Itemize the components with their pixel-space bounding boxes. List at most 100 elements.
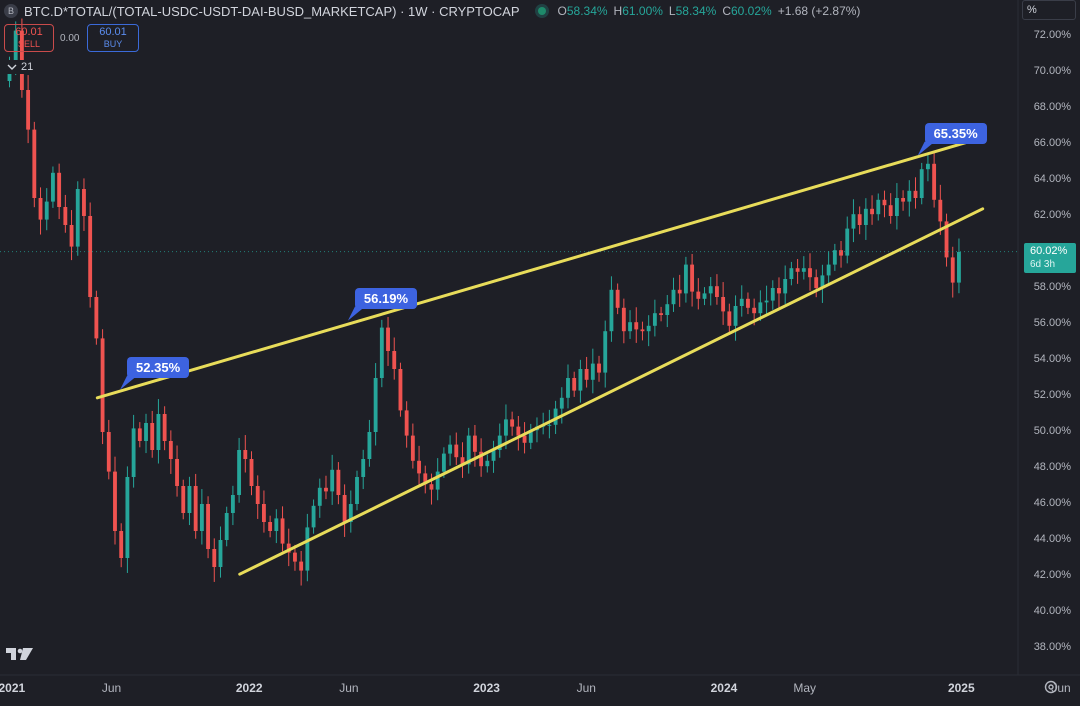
candle-body <box>777 288 781 294</box>
candle-body <box>286 543 291 553</box>
scale-mode-button[interactable]: % <box>1022 0 1076 20</box>
y-tick-label: 54.00% <box>1033 353 1071 365</box>
candle-body <box>373 378 378 432</box>
candle-body <box>957 252 961 283</box>
indicator-toggle[interactable]: 21 <box>4 60 37 74</box>
candle-body <box>94 297 99 339</box>
candle-body <box>590 363 595 380</box>
candle-body <box>336 469 341 495</box>
candle-body <box>504 419 508 436</box>
candle-body <box>13 30 18 64</box>
candle-body <box>888 205 893 216</box>
buy-button[interactable]: 60.01 BUY <box>87 24 139 52</box>
candle-body <box>528 430 533 443</box>
candle-body <box>113 471 117 531</box>
symbol-badge-icon[interactable]: B <box>4 4 18 18</box>
candle-body <box>317 487 322 506</box>
candle-body <box>783 279 788 294</box>
candle-body <box>131 428 136 477</box>
candle-body <box>789 268 794 279</box>
ohlc-open: O58.34% <box>557 4 608 18</box>
candle-body <box>696 291 701 299</box>
candle-body <box>199 504 204 531</box>
market-status-icon[interactable] <box>537 7 546 15</box>
sell-button[interactable]: 60.01 SELL <box>4 24 54 52</box>
y-tick-label: 72.00% <box>1033 29 1071 41</box>
spread-value: 0.00 <box>60 33 80 44</box>
candle-body <box>677 289 682 294</box>
candle-body <box>851 214 856 229</box>
x-tick-label: 2021 <box>0 681 26 695</box>
tradingview-logo-icon[interactable] <box>6 646 34 662</box>
candle-body <box>739 298 744 306</box>
candle-body <box>857 214 862 225</box>
candle-body <box>615 289 620 308</box>
price-callout[interactable]: 52.35% <box>127 356 190 378</box>
candle-body <box>261 504 266 522</box>
candle-body <box>907 190 912 202</box>
candle-body <box>26 90 31 130</box>
ohlc-low: L58.34% <box>668 4 717 18</box>
x-tick-label: 2025 <box>947 681 975 695</box>
candle-body <box>882 199 887 206</box>
candle-body <box>578 369 583 391</box>
candle-body <box>342 495 347 522</box>
buy-price: 60.01 <box>99 26 127 38</box>
candle-body <box>268 522 273 531</box>
candle-body <box>584 369 589 380</box>
buy-label: BUY <box>103 39 123 49</box>
candle-body <box>764 300 769 303</box>
candle-body <box>522 435 527 443</box>
y-tick-label: 46.00% <box>1033 497 1071 509</box>
chevron-down-icon[interactable] <box>7 63 17 71</box>
y-tick-label: 68.00% <box>1033 101 1071 113</box>
candle-body <box>417 460 421 474</box>
y-tick-label: 70.00% <box>1033 65 1071 77</box>
y-tick-label: 52.00% <box>1033 389 1071 401</box>
candle-body <box>466 435 471 465</box>
price-callout[interactable]: 65.35% <box>924 122 987 144</box>
candle-body <box>69 225 74 247</box>
candle-body <box>206 504 210 549</box>
candle-body <box>137 428 142 441</box>
candle-body <box>808 268 812 278</box>
candle-body <box>106 432 111 472</box>
candle-body <box>255 486 260 504</box>
candle-body <box>311 505 316 528</box>
candle-body <box>367 432 372 459</box>
candle-body <box>243 450 248 459</box>
candle-body <box>820 275 825 288</box>
candle-body <box>175 459 179 486</box>
y-tick-label: 42.00% <box>1033 569 1071 581</box>
y-tick-label: 62.00% <box>1033 209 1071 221</box>
x-tick-label: Jun <box>101 681 122 695</box>
candle-body <box>63 207 68 225</box>
candle-body <box>485 460 490 467</box>
candle-body <box>770 288 775 301</box>
candle-body <box>863 208 868 225</box>
candle-body <box>224 513 229 540</box>
candle-body <box>702 293 707 299</box>
candle-body <box>510 419 515 427</box>
price-callout[interactable]: 56.19% <box>354 287 418 309</box>
candle-body <box>100 338 105 432</box>
candle-body <box>305 527 310 571</box>
candle-body <box>919 169 924 198</box>
bar-countdown: 6d 3h <box>1030 259 1056 270</box>
symbol-title[interactable]: BTC.D*TOTAL/(TOTAL-USDC-USDT-DAI-BUSD_MA… <box>24 3 520 19</box>
candle-body <box>826 264 831 276</box>
candle-body <box>162 414 167 441</box>
candle-body <box>330 469 335 492</box>
callout-pointer <box>347 306 365 321</box>
settings-gear-icon[interactable] <box>1043 679 1059 695</box>
candle-body <box>435 471 440 490</box>
x-tick-label: 2022 <box>235 681 263 695</box>
y-tick-label: 40.00% <box>1033 605 1071 617</box>
candle-body <box>752 307 757 314</box>
candle-body <box>423 473 428 485</box>
candle-body <box>814 277 819 288</box>
candle-body <box>640 329 645 332</box>
candle-body <box>603 331 608 373</box>
candle-body <box>559 397 564 409</box>
